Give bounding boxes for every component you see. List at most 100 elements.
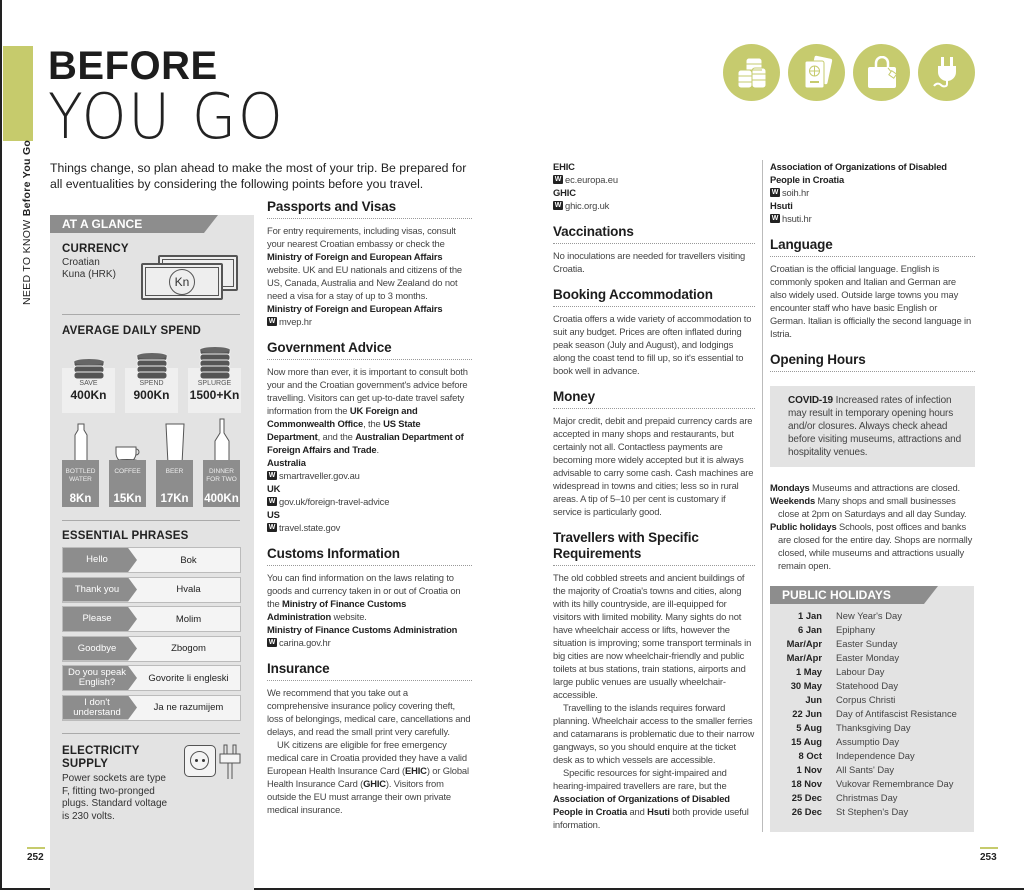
divider [62,733,240,734]
beer-glass-icon [164,423,185,465]
cost-value: 8Kn [69,492,92,505]
text-run: both provide useful information. [553,806,749,830]
bold-text: Ministry of Foreign and European Affairs [267,251,443,262]
cost-label: BOTTLED [65,468,96,475]
section-heading: Booking Accommodation [553,287,755,307]
website-url-link[interactable]: ghic.org.uk [565,200,610,211]
text-run: Travelling to the islands requires forwa… [553,702,755,765]
daily-spend-heading: AVERAGE DAILY SPEND [62,325,202,337]
bold-text: UK Foreign and Commonwealth Office [267,405,418,429]
page-number-text: 253 [980,852,997,863]
holiday-row: 25 Dec Christmas Day [770,791,974,805]
website-url-link[interactable]: soih.hr [782,187,810,198]
topic-icons [723,44,975,101]
paragraph: No inoculations are needed for traveller… [553,249,755,275]
website-url-link[interactable]: ec.europa.eu [565,174,618,185]
phrase-english: I don't understand [63,695,137,720]
tier-value: 900Kn [133,388,170,402]
holiday-date: 5 Aug [796,722,822,733]
web-icon: W [267,523,277,532]
holiday-date: 1 Jan [798,610,822,621]
page-title-line2: YOU GO [48,84,285,150]
holiday-name: St Stephen's Day [836,806,909,817]
holiday-name: Easter Monday [836,652,900,663]
holiday-row: 30 May Statehood Day [770,679,974,693]
spend-tier: SPEND 900Kn [125,353,178,413]
section-label: NEED TO KNOW [21,219,33,305]
website-url-link[interactable]: carina.gov.hr [279,637,331,648]
cost-label: FOR TWO [206,475,237,483]
website-url-link[interactable]: mvep.hr [279,316,312,327]
holiday-name: Assumptio Day [836,736,900,747]
phrase-row: Goodbye Zbogom [62,635,241,662]
section-heading: Passports and Visas [267,199,472,219]
paragraph: UK citizens are eligible for free emerge… [267,738,472,816]
bold-text: Australian Department of Foreign Affairs… [267,431,464,455]
website-url-link[interactable]: gov.uk/foreign-travel-advice [279,496,390,507]
section-heading: Customs Information [267,546,472,566]
passport-icon [788,44,845,101]
text-run: Croatia offers a wide variety of accommo… [553,313,752,376]
tier-label: SPLURGE [197,380,232,387]
resource-name: Ministry of Foreign and European Affairs [267,303,443,314]
web-icon: W [267,497,277,506]
holiday-row: 18 Nov Vukovar Remembrance Day [770,777,974,791]
page-number-text: 252 [27,852,44,863]
text-run: , the [363,418,384,429]
paragraph: Croatia offers a wide variety of accommo… [553,312,755,377]
plug-icon [918,44,975,101]
tier-value: 400Kn [70,388,107,402]
cost-item: BEER 17Kn [156,460,193,507]
phrase-row: I don't understand Ja ne razumijem [62,694,241,721]
covid-notice: COVID-19 Increased rates of infection ma… [770,386,975,467]
website-url-link[interactable]: smartraveller.gov.au [279,470,360,481]
holiday-date: 1 May [795,666,822,677]
column-right: Association of Organizations of Disabled… [770,160,975,572]
holiday-date: Mar/Apr [786,652,822,663]
cost-value: 17Kn [160,492,189,505]
text-run: . [376,444,379,455]
holiday-row: 6 Jan Epiphany [770,623,974,637]
phrase-croatian: Molim [175,613,202,625]
electricity-text: Power sockets are type F, fitting two-pr… [62,773,168,822]
resource-name: GHIC [553,187,576,198]
resource-name: EHIC [553,161,575,172]
paragraph: Mondays Museums and attractions are clos… [770,481,975,494]
bold-text: US State Department [267,418,421,442]
column-divider [762,160,763,832]
bold-text: Mondays [770,482,810,493]
resource-name: Association of Organizations of Disabled… [770,161,947,185]
phrases-heading: ESSENTIAL PHRASES [62,530,189,542]
tier-label: SAVE [79,380,98,387]
web-icon: W [553,175,563,184]
coin-stack-icon [73,359,104,380]
website-url-link[interactable]: hsuti.hr [782,213,812,224]
intro-text: Things change, so plan ahead to make the… [50,161,467,191]
phrase-croatian: Bok [180,554,197,566]
page-title-text: YOU GO [48,80,285,153]
currency-text: Croatian [62,257,100,268]
phrase-english: Hello [63,548,137,572]
holidays-title: PUBLIC HOLIDAYS [770,586,938,604]
phrase-croatian: Zbogom [171,643,206,654]
paragraph: Weekends Many shops and small businesses… [770,494,975,520]
at-a-glance-panel: AT A GLANCE CURRENCY Croatian Kuna (HRK)… [50,215,254,890]
text-run: Now more than ever, it is important to c… [267,366,468,416]
paragraph: Croatian is the official language. Engli… [770,262,975,340]
accent-bar [3,46,33,141]
page-number-left: 252 [27,847,45,863]
section-title: Before You Go [21,139,33,217]
cost-value: 15Kn [113,492,142,505]
holiday-name: Labour Day [836,666,885,677]
holiday-name: Easter Sunday [836,638,898,649]
website-url-link[interactable]: travel.state.gov [279,522,341,533]
